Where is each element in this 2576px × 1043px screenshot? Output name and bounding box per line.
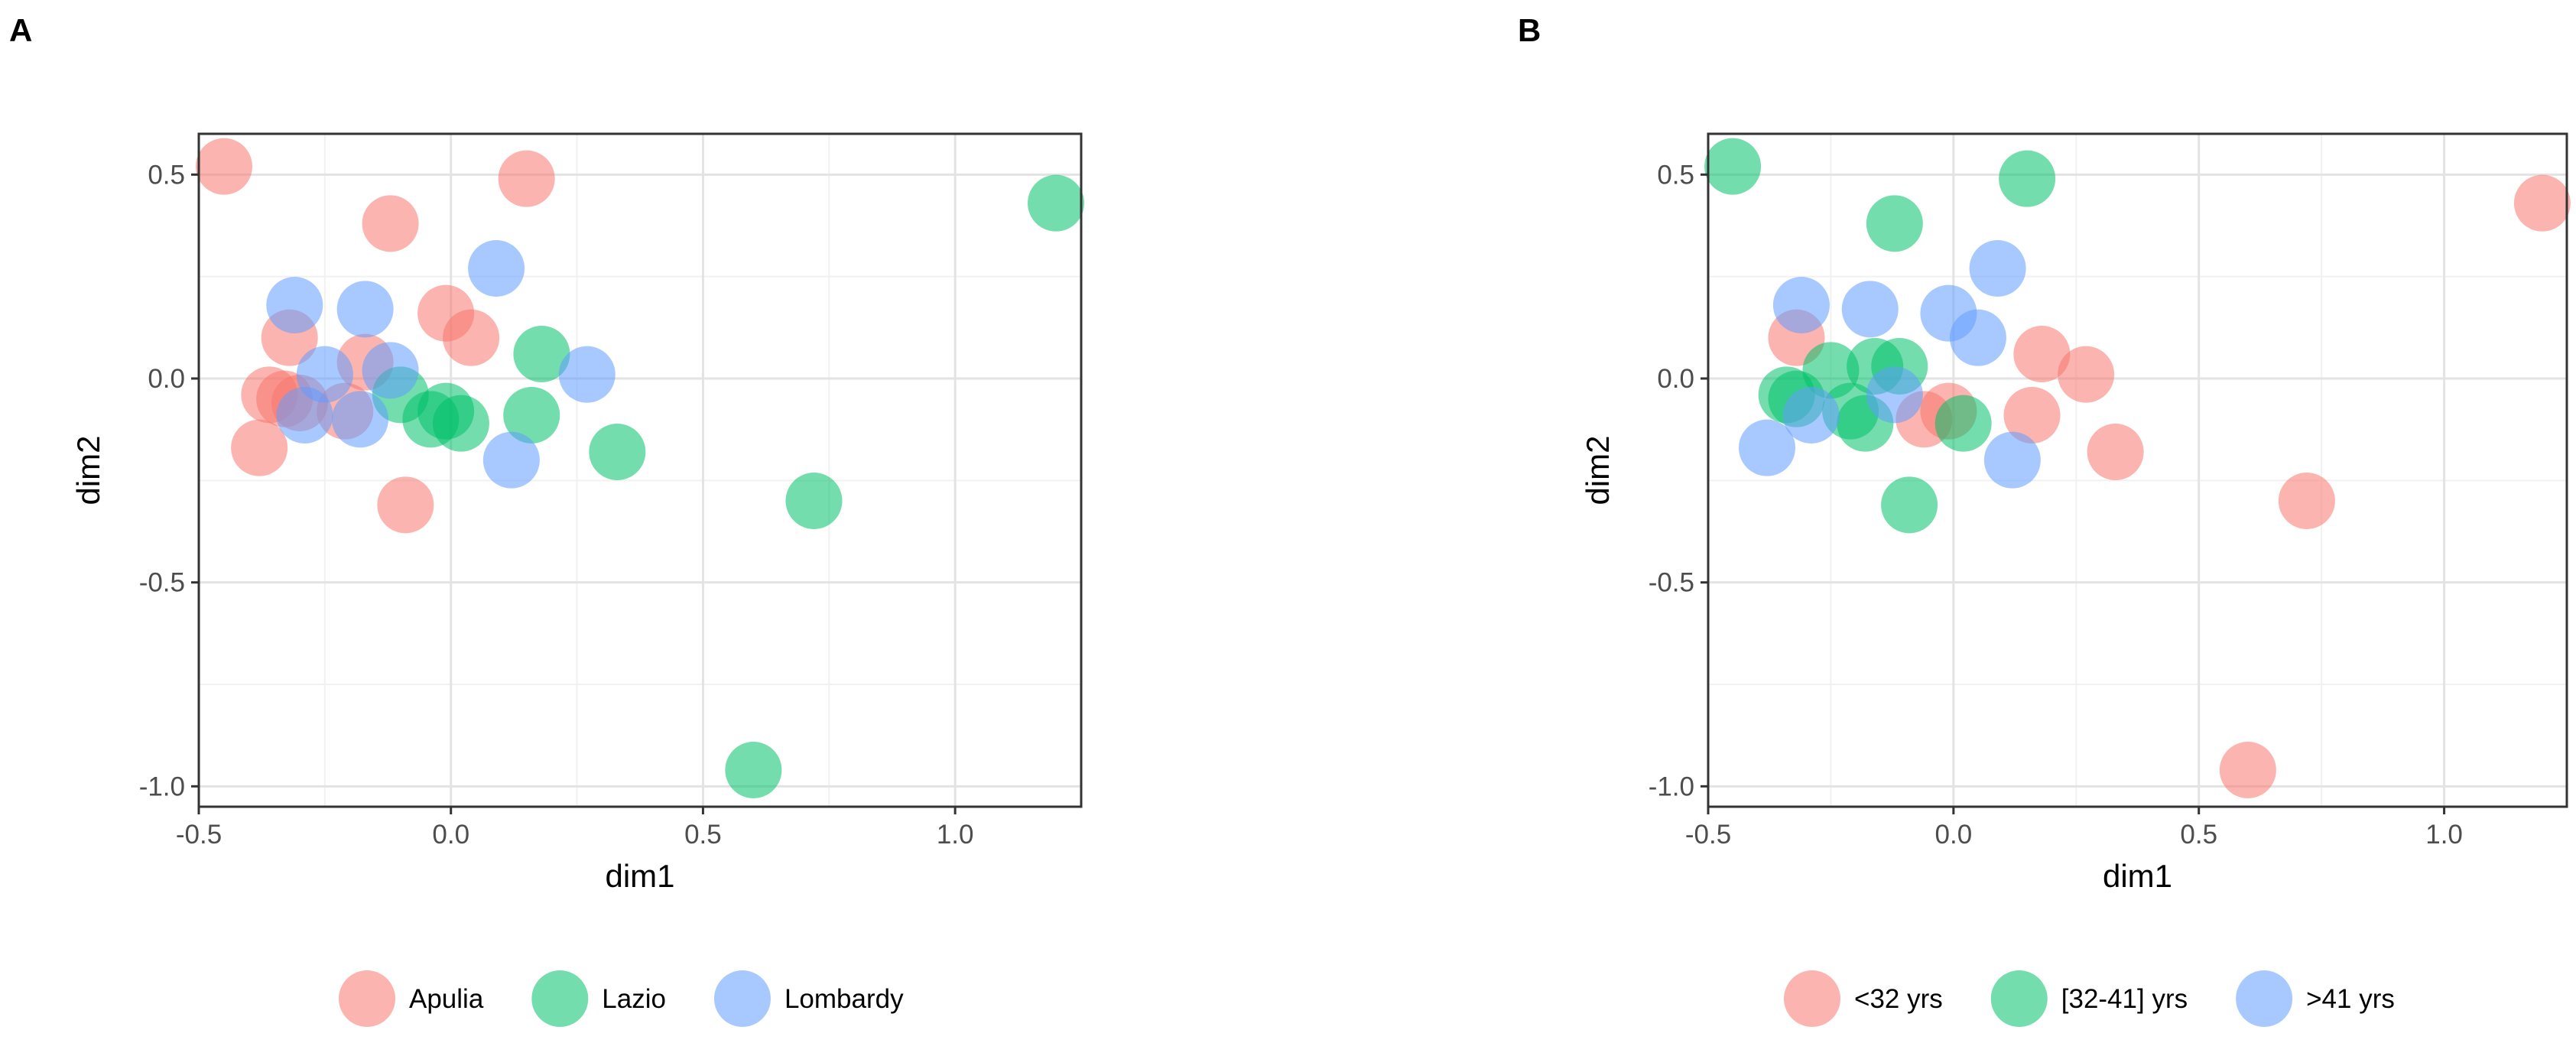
legend-key-point [1784,970,1840,1027]
plot-background [199,134,1081,807]
data-point [2278,473,2335,529]
legend-label: Lazio [602,984,666,1014]
data-point [1782,387,1840,444]
data-point [2087,424,2144,480]
data-point [1841,281,1899,338]
legend-key-point [531,970,589,1027]
legend-key-point [713,970,771,1027]
legend-label: Lombardy [784,984,904,1014]
x-tick-label: 1.0 [2425,820,2463,850]
data-point [1969,240,2026,297]
data-point [2219,742,2276,798]
panel-a-letter: A [9,12,33,48]
data-point [195,138,252,195]
data-point [1739,419,1796,476]
y-axis-title: dim2 [1580,435,1616,505]
data-point [377,476,434,534]
data-point [1999,150,2056,207]
scatter-panel-b: -0.5 0.0 0.5 1.0 -1.0 -0.5 0.0 0.5 dim1 dim2 <32 y… [1580,132,2571,1027]
data-point [332,391,389,448]
data-point [2513,174,2571,232]
plot-border [1707,132,2568,808]
y-tick-label: 0.0 [148,364,185,394]
y-tick-label: 0.5 [148,160,185,190]
data-point [1772,277,1830,333]
x-axis-title: dim1 [2103,858,2172,894]
legend: <32 yrs [32-41] yrs >41 yrs [1784,970,2395,1027]
data-point [589,424,646,480]
data-point [1881,476,1938,534]
data-point [2058,346,2115,403]
x-tick-label: 0.0 [432,820,469,850]
data-point [482,431,540,489]
data-point [503,387,560,444]
data-point [432,395,489,452]
data-point [231,419,288,476]
series-lombardy [266,240,616,489]
data-point [468,240,525,297]
data-point [1704,138,1762,195]
data-point [1866,195,1923,252]
x-tick-label: 0.5 [684,820,722,850]
x-tick-label: -0.5 [176,820,222,850]
legend-label: Apulia [409,984,484,1014]
data-point [276,387,333,444]
y-tick-label: -1.0 [1649,772,1694,801]
y-tick-label: -1.0 [139,772,185,801]
data-point [558,346,616,403]
legend-label: [32-41] yrs [2061,984,2188,1014]
legend-key-point [339,970,395,1027]
y-tick-label: 0.5 [1657,160,1694,190]
x-tick-label: 0.0 [1935,820,1973,850]
data-point [2013,326,2071,382]
y-tick-label: 0.0 [1657,364,1694,394]
data-point [1983,431,2041,489]
legend-label: <32 yrs [1854,984,1943,1014]
data-point [1949,309,2006,366]
scatter-panel-a: -0.5 0.0 0.5 1.0 -1.0 -0.5 0.0 0.5 dim1 dim2 Apuli… [70,132,1085,1027]
data-point [785,473,843,529]
y-tick-label: -0.5 [1649,568,1694,598]
data-point [362,195,419,252]
data-point [336,281,394,338]
data-point [725,742,782,798]
plot-border [197,132,1083,808]
data-point [513,326,570,382]
y-axis-title: dim2 [70,435,106,505]
legend-label: >41 yrs [2306,984,2395,1014]
x-tick-label: -0.5 [1685,820,1731,850]
series--41-yrs [1739,240,2041,489]
panel-b-letter: B [1518,12,1541,48]
x-tick-label: 1.0 [937,820,974,850]
data-point [266,277,323,333]
y-tick-label: -0.5 [139,568,185,598]
x-axis-title: dim1 [605,858,674,894]
legend: Apulia Lazio Lombardy [339,970,904,1027]
plot-background [1708,134,2567,807]
data-point [1934,395,1992,452]
data-point [362,342,419,399]
data-point [1028,174,1085,232]
data-point [1866,366,1923,424]
data-point [2003,387,2061,444]
data-point [443,309,500,366]
x-tick-label: 0.5 [2180,820,2217,850]
data-point [498,150,555,207]
legend-key-point [1990,970,2048,1027]
legend-key-point [2236,970,2293,1027]
